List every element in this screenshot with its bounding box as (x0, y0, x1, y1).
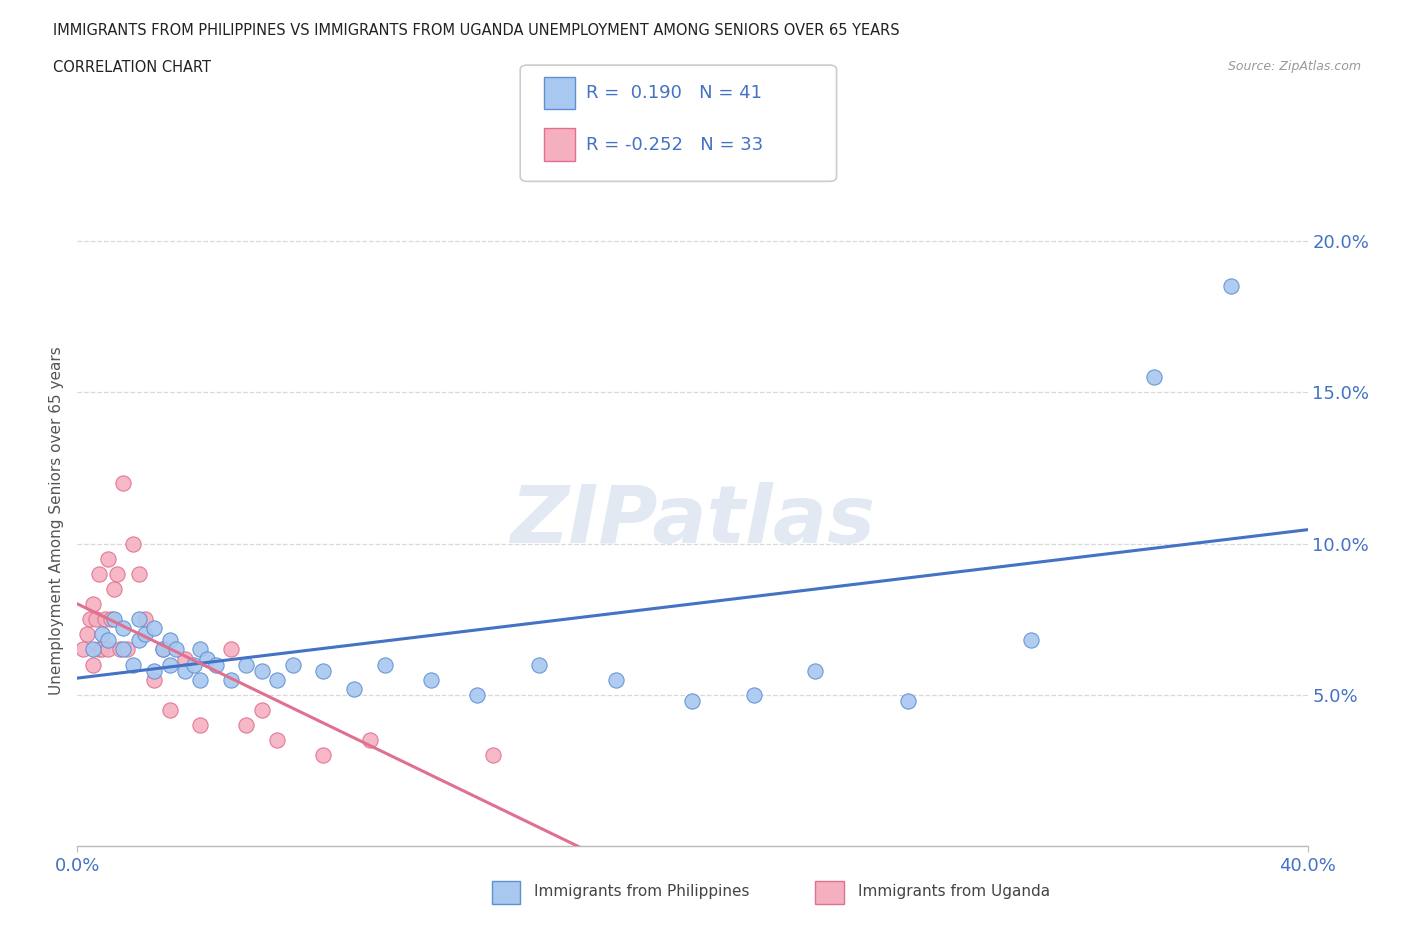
Point (72, 642, 94, 657)
Point (110, 642, 132, 657)
Point (112, 475, 135, 490)
Point (481, 748, 503, 763)
Point (134, 627, 156, 642)
Point (266, 733, 288, 748)
Point (143, 663, 166, 678)
Point (250, 702, 273, 717)
Point (87, 642, 110, 657)
Point (343, 682, 366, 697)
Text: R =  0.190   N = 41: R = 0.190 N = 41 (586, 85, 762, 102)
Point (204, 658, 226, 672)
Point (219, 672, 242, 687)
Point (97, 633, 120, 648)
Point (159, 658, 181, 672)
Point (312, 748, 335, 763)
Y-axis label: Unemployment Among Seniors over 65 years: Unemployment Among Seniors over 65 years (49, 347, 65, 696)
Text: R = -0.252   N = 33: R = -0.252 N = 33 (586, 136, 763, 154)
Point (183, 658, 205, 672)
Point (804, 663, 827, 678)
Point (112, 642, 135, 657)
Point (103, 581, 125, 596)
Point (121, 536, 143, 551)
Point (121, 658, 143, 672)
Point (128, 612, 150, 627)
Text: IMMIGRANTS FROM PHILIPPINES VS IMMIGRANTS FROM UGANDA UNEMPLOYMENT AMONG SENIORS: IMMIGRANTS FROM PHILIPPINES VS IMMIGRANT… (53, 23, 900, 38)
Text: Immigrants from Uganda: Immigrants from Uganda (858, 884, 1050, 899)
Point (90, 642, 114, 657)
Point (103, 612, 125, 627)
Point (115, 642, 138, 657)
Text: ZIPatlas: ZIPatlas (510, 482, 875, 560)
Point (82, 642, 104, 657)
Point (79, 612, 101, 627)
Point (1219, 279, 1241, 294)
Point (82, 658, 104, 672)
Point (359, 733, 381, 748)
Point (174, 663, 197, 678)
Point (152, 642, 174, 657)
Point (682, 694, 704, 709)
Point (143, 672, 166, 687)
Point (195, 651, 218, 666)
Point (605, 672, 627, 687)
Point (465, 687, 488, 702)
Point (152, 642, 174, 657)
Point (1143, 369, 1166, 384)
Point (188, 672, 212, 687)
Point (527, 658, 550, 672)
Point (128, 566, 150, 581)
Point (112, 621, 135, 636)
Point (188, 718, 212, 733)
Point (143, 621, 166, 636)
Point (250, 663, 273, 678)
Text: CORRELATION CHART: CORRELATION CHART (53, 60, 211, 75)
Point (165, 642, 187, 657)
Point (420, 672, 443, 687)
Text: Source: ZipAtlas.com: Source: ZipAtlas.com (1227, 60, 1361, 73)
Point (174, 651, 197, 666)
Point (105, 566, 128, 581)
Point (76, 627, 98, 642)
Point (374, 658, 396, 672)
Point (235, 658, 257, 672)
Point (87, 566, 110, 581)
Point (100, 612, 122, 627)
Point (188, 642, 212, 657)
Point (281, 658, 304, 672)
Point (235, 718, 257, 733)
Point (90, 627, 114, 642)
Text: Immigrants from Philippines: Immigrants from Philippines (534, 884, 749, 899)
Point (266, 672, 288, 687)
Point (159, 702, 181, 717)
Point (134, 612, 156, 627)
Point (97, 551, 120, 566)
Point (742, 687, 765, 702)
Point (159, 633, 181, 648)
Point (897, 694, 920, 709)
Point (94, 612, 117, 627)
Point (84, 612, 107, 627)
Point (312, 663, 335, 678)
Point (97, 642, 120, 657)
Point (128, 633, 150, 648)
Point (82, 597, 104, 612)
Point (1019, 633, 1042, 648)
Point (219, 642, 242, 657)
